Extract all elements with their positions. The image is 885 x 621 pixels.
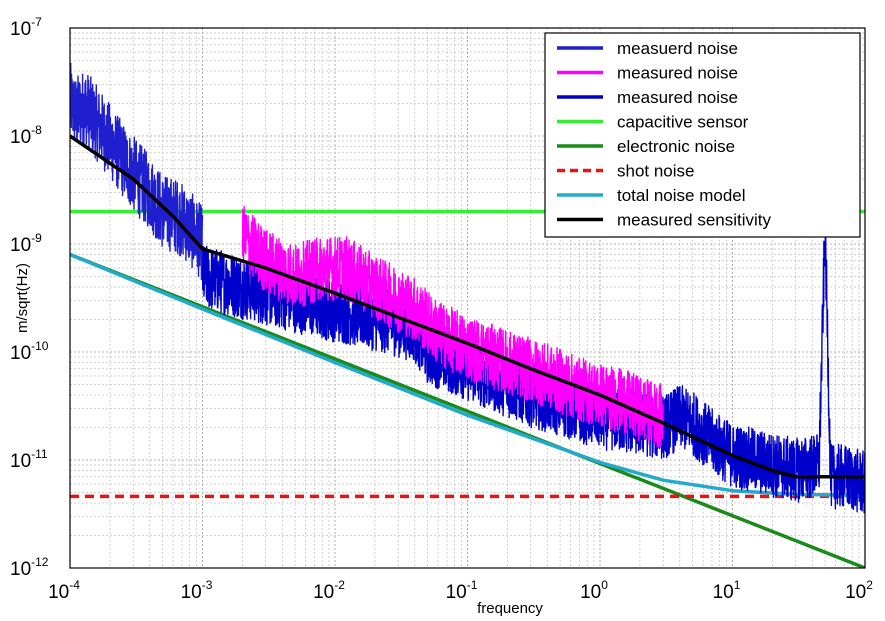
y-tick-label: 10-7 — [10, 15, 42, 40]
y-tick-exponent: -12 — [31, 555, 49, 569]
x-tick-label: 101 — [713, 578, 741, 603]
legend-label: measuerd noise — [617, 39, 738, 58]
legend-label: capacitive sensor — [617, 113, 749, 132]
plot-frame — [69, 27, 866, 569]
series-line-measuerd-noise-0 — [70, 62, 204, 281]
y-axis-label: m/sqrt(Hz) — [14, 263, 31, 333]
series-line-measured-noise-1 — [241, 205, 664, 449]
x-tick-label: 10-2 — [313, 578, 345, 603]
legend-label: measured noise — [617, 88, 738, 107]
x-tick-exponent: 2 — [866, 578, 873, 592]
legend-label: measured sensitivity — [617, 211, 772, 230]
x-tick-exponent: 1 — [734, 578, 741, 592]
x-tick-exponent: -1 — [467, 578, 478, 592]
y-tick-exponent: -10 — [31, 339, 49, 353]
y-tick-label: 10-12 — [10, 555, 49, 580]
y-tick-exponent: -7 — [31, 15, 42, 29]
x-tick-exponent: -2 — [334, 578, 345, 592]
y-tick-exponent: -11 — [31, 447, 48, 461]
series-line-measured-sensitivity-7 — [70, 134, 865, 479]
legend-label: total noise model — [617, 186, 746, 205]
series-line-electronic-noise-4 — [70, 252, 865, 568]
y-tick-exponent: -8 — [31, 123, 42, 137]
x-tick-exponent: -3 — [202, 578, 213, 592]
legend-label: measured noise — [617, 64, 738, 83]
x-tick-exponent: -4 — [69, 578, 80, 592]
x-tick-exponent: 0 — [601, 578, 608, 592]
y-tick-exponent: -9 — [31, 231, 42, 245]
legend-label: electronic noise — [617, 137, 735, 156]
series-line-total-noise-model-6 — [70, 252, 865, 498]
legend-box — [544, 32, 861, 238]
legend-label: shot noise — [617, 162, 695, 181]
series-layer — [70, 62, 865, 568]
x-axis-label: frequency — [477, 600, 543, 617]
legend: measuerd noise measured noise measured noi… — [544, 32, 861, 238]
